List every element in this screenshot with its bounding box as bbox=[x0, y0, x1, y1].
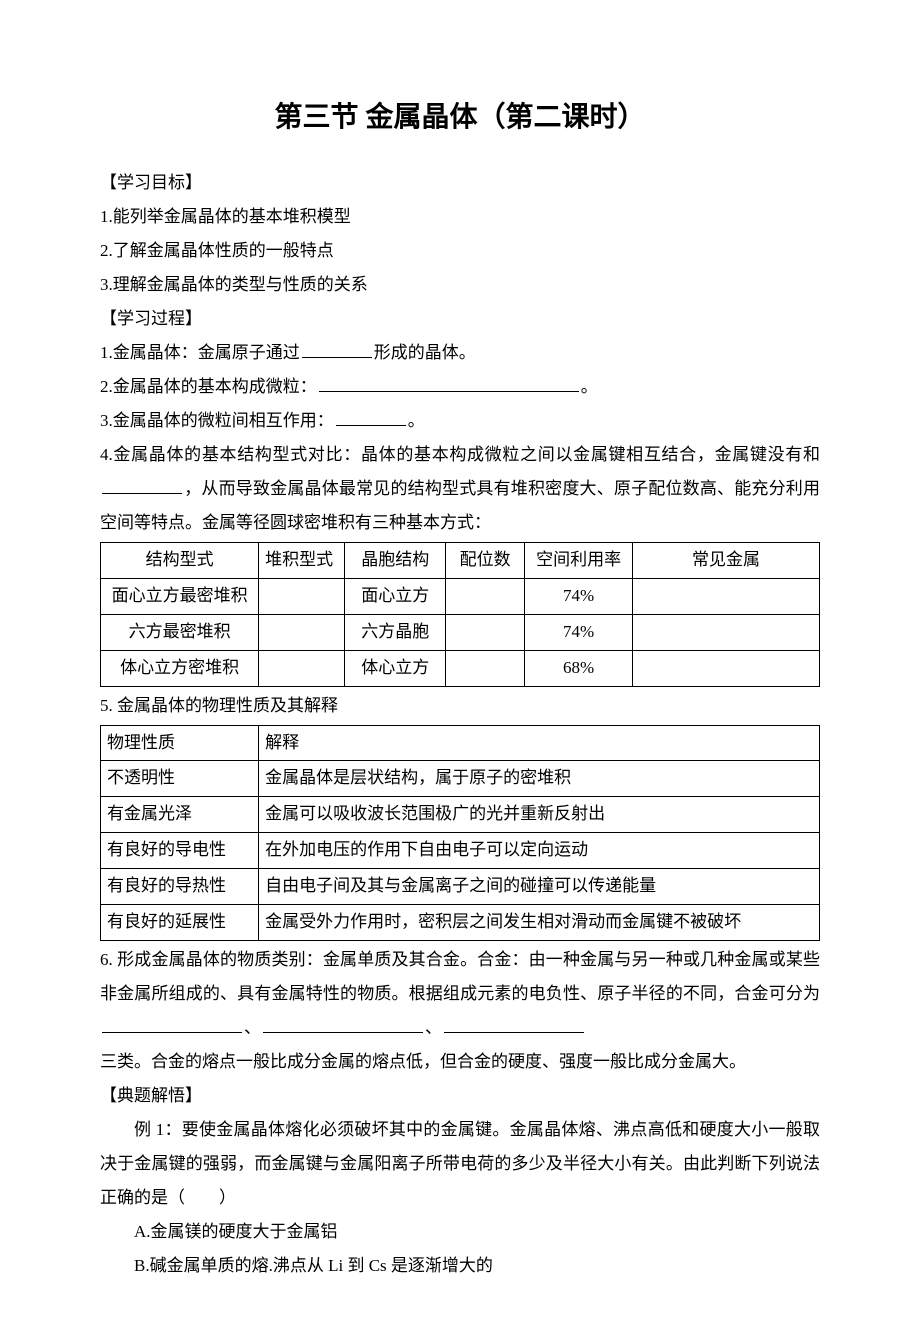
p2b-text: 。 bbox=[581, 377, 598, 396]
t1-r2c2: 体心立方 bbox=[345, 650, 446, 686]
properties-table: 物理性质 解释 不透明性 金属晶体是层状结构，属于原子的密堆积 有金属光泽 金属… bbox=[100, 725, 820, 941]
table-row: 有良好的延展性 金属受外力作用时，密积层之间发生相对滑动而金属键不被破坏 bbox=[101, 905, 820, 941]
t2-r5c0: 有良好的延展性 bbox=[101, 905, 259, 941]
p4a-text: 4.金属晶体的基本结构型式对比：晶体的基本构成微粒之间以金属键相互结合，金属键没… bbox=[100, 445, 820, 464]
t1-r1c1 bbox=[259, 614, 345, 650]
t2-r3c1: 在外加电压的作用下自由电子可以定向运动 bbox=[259, 833, 820, 869]
p3a-text: 3.金属晶体的微粒间相互作用： bbox=[100, 411, 334, 430]
table-row: 物理性质 解释 bbox=[101, 725, 820, 761]
structure-table: 结构型式 堆积型式 晶胞结构 配位数 空间利用率 常见金属 面心立方最密堆积 面… bbox=[100, 542, 820, 687]
t1-r1c4: 74% bbox=[525, 614, 633, 650]
t1-h4: 空间利用率 bbox=[525, 543, 633, 579]
t2-r2c1: 金属可以吸收波长范围极广的光并重新反射出 bbox=[259, 797, 820, 833]
t2-r3c0: 有良好的导电性 bbox=[101, 833, 259, 869]
t1-r0c3 bbox=[446, 578, 525, 614]
process-item-3: 3.金属晶体的微粒间相互作用： 。 bbox=[100, 404, 820, 438]
t1-r0c5 bbox=[633, 578, 820, 614]
t1-r1c3 bbox=[446, 614, 525, 650]
t2-r4c1: 自由电子间及其与金属离子之间的碰撞可以传递能量 bbox=[259, 869, 820, 905]
process-item-6-end: 三类。合金的熔点一般比成分金属的熔点低，但合金的硬度、强度一般比成分金属大。 bbox=[100, 1045, 820, 1079]
table-row: 不透明性 金属晶体是层状结构，属于原子的密堆积 bbox=[101, 761, 820, 797]
blank-6a bbox=[102, 1015, 242, 1033]
process-heading: 【学习过程】 bbox=[100, 302, 820, 336]
table-row: 结构型式 堆积型式 晶胞结构 配位数 空间利用率 常见金属 bbox=[101, 543, 820, 579]
objective-item-1: 1.能列举金属晶体的基本堆积模型 bbox=[100, 200, 820, 234]
blank-6b bbox=[263, 1015, 423, 1033]
t1-r1c5 bbox=[633, 614, 820, 650]
p3b-text: 。 bbox=[408, 411, 425, 430]
t2-r0c0: 物理性质 bbox=[101, 725, 259, 761]
examples-heading: 【典题解悟】 bbox=[100, 1079, 820, 1113]
table-row: 有良好的导电性 在外加电压的作用下自由电子可以定向运动 bbox=[101, 833, 820, 869]
p2a-text: 2.金属晶体的基本构成微粒： bbox=[100, 377, 317, 396]
t1-r0c4: 74% bbox=[525, 578, 633, 614]
t1-r2c1 bbox=[259, 650, 345, 686]
t2-r4c0: 有良好的导热性 bbox=[101, 869, 259, 905]
t1-r0c1 bbox=[259, 578, 345, 614]
t1-h5: 常见金属 bbox=[633, 543, 820, 579]
t1-h2: 晶胞结构 bbox=[345, 543, 446, 579]
t2-r0c1: 解释 bbox=[259, 725, 820, 761]
p6c-text: 、 bbox=[425, 1018, 442, 1037]
t1-h0: 结构型式 bbox=[101, 543, 259, 579]
document-page: 第三节 金属晶体（第二课时） 【学习目标】 1.能列举金属晶体的基本堆积模型 2… bbox=[0, 0, 920, 1343]
table-row: 面心立方最密堆积 面心立方 74% bbox=[101, 578, 820, 614]
blank-2 bbox=[319, 374, 579, 392]
t1-r2c4: 68% bbox=[525, 650, 633, 686]
option-a: A.金属镁的硬度大于金属铝 bbox=[100, 1215, 820, 1249]
process-item-6: 6. 形成金属晶体的物质类别：金属单质及其合金。合金：由一种金属与另一种或几种金… bbox=[100, 943, 820, 1045]
blank-1 bbox=[302, 340, 372, 358]
p1b-text: 形成的晶体。 bbox=[374, 343, 476, 362]
p4b-text: ，从而导致金属晶体最常见的结构型式具有堆积密度大、原子配位数高、能充分利用空间等… bbox=[100, 479, 820, 532]
t1-r2c3 bbox=[446, 650, 525, 686]
table-row: 有金属光泽 金属可以吸收波长范围极广的光并重新反射出 bbox=[101, 797, 820, 833]
p1a-text: 1.金属晶体：金属原子通过 bbox=[100, 343, 300, 362]
t1-r1c2: 六方晶胞 bbox=[345, 614, 446, 650]
blank-4 bbox=[102, 476, 182, 494]
table-row: 六方最密堆积 六方晶胞 74% bbox=[101, 614, 820, 650]
t2-r1c1: 金属晶体是层状结构，属于原子的密堆积 bbox=[259, 761, 820, 797]
objective-item-3: 3.理解金属晶体的类型与性质的关系 bbox=[100, 268, 820, 302]
table-row: 体心立方密堆积 体心立方 68% bbox=[101, 650, 820, 686]
objectives-heading: 【学习目标】 bbox=[100, 166, 820, 200]
p6a-text: 6. 形成金属晶体的物质类别：金属单质及其合金。合金：由一种金属与另一种或几种金… bbox=[100, 950, 820, 1003]
process-item-5: 5. 金属晶体的物理性质及其解释 bbox=[100, 689, 820, 723]
t1-h1: 堆积型式 bbox=[259, 543, 345, 579]
process-item-4: 4.金属晶体的基本结构型式对比：晶体的基本构成微粒之间以金属键相互结合，金属键没… bbox=[100, 438, 820, 540]
t1-r1c0: 六方最密堆积 bbox=[101, 614, 259, 650]
t1-r2c0: 体心立方密堆积 bbox=[101, 650, 259, 686]
blank-3 bbox=[336, 408, 406, 426]
t2-r5c1: 金属受外力作用时，密积层之间发生相对滑动而金属键不被破坏 bbox=[259, 905, 820, 941]
t1-r0c2: 面心立方 bbox=[345, 578, 446, 614]
table-row: 有良好的导热性 自由电子间及其与金属离子之间的碰撞可以传递能量 bbox=[101, 869, 820, 905]
process-item-1: 1.金属晶体：金属原子通过 形成的晶体。 bbox=[100, 336, 820, 370]
t1-r2c5 bbox=[633, 650, 820, 686]
p6b-text: 、 bbox=[244, 1018, 261, 1037]
t1-h3: 配位数 bbox=[446, 543, 525, 579]
t2-r2c0: 有金属光泽 bbox=[101, 797, 259, 833]
blank-6c bbox=[444, 1015, 584, 1033]
process-item-2: 2.金属晶体的基本构成微粒： 。 bbox=[100, 370, 820, 404]
example-1: 例 1：要使金属晶体熔化必须破坏其中的金属键。金属晶体熔、沸点高低和硬度大小一般… bbox=[100, 1113, 820, 1215]
objective-item-2: 2.了解金属晶体性质的一般特点 bbox=[100, 234, 820, 268]
page-title: 第三节 金属晶体（第二课时） bbox=[100, 90, 820, 146]
t2-r1c0: 不透明性 bbox=[101, 761, 259, 797]
t1-r0c0: 面心立方最密堆积 bbox=[101, 578, 259, 614]
option-b: B.碱金属单质的熔.沸点从 Li 到 Cs 是逐渐增大的 bbox=[100, 1249, 820, 1283]
